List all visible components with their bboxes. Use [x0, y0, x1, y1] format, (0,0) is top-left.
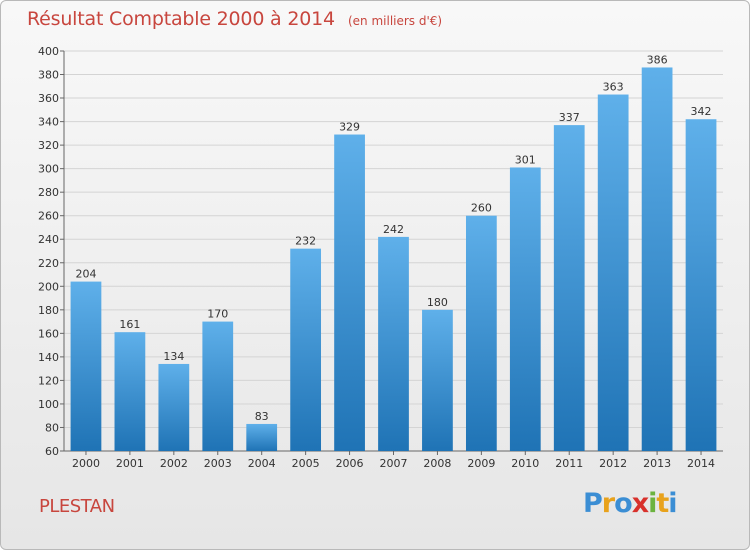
chart-title-block: Résultat Comptable 2000 à 2014 (en milli… — [27, 8, 442, 30]
bar-value-label: 337 — [559, 111, 580, 124]
bar-value-label: 329 — [339, 121, 360, 134]
y-tick-label: 240 — [38, 233, 59, 246]
bar-value-label: 342 — [691, 105, 712, 118]
bar-value-label: 232 — [295, 235, 316, 248]
bar-value-label: 161 — [119, 318, 140, 331]
bar — [158, 363, 190, 451]
bar-value-label: 242 — [383, 223, 404, 236]
logo-letter: P — [583, 488, 603, 519]
y-tick-label: 60 — [45, 445, 59, 458]
bar — [509, 167, 541, 451]
bar — [290, 248, 322, 451]
x-tick-label: 2012 — [599, 457, 627, 470]
y-tick-label: 280 — [38, 186, 59, 199]
bar — [553, 125, 585, 451]
chart-title: Résultat Comptable 2000 à 2014 — [27, 8, 335, 30]
bar — [114, 332, 146, 451]
bar-value-label: 170 — [207, 308, 228, 321]
y-tick-label: 140 — [38, 351, 59, 364]
bar — [246, 423, 278, 451]
y-tick-label: 120 — [38, 374, 59, 387]
x-tick-label: 2009 — [467, 457, 495, 470]
bar-value-label: 386 — [647, 53, 668, 66]
x-tick-label: 2005 — [292, 457, 320, 470]
y-tick-label: 360 — [38, 92, 59, 105]
x-tick-label: 2008 — [423, 457, 451, 470]
y-tick-label: 80 — [45, 421, 59, 434]
logo-letter: o — [614, 488, 633, 519]
y-tick-label: 400 — [38, 45, 59, 58]
y-tick-label: 260 — [38, 210, 59, 223]
x-tick-label: 2002 — [160, 457, 188, 470]
bar-value-label: 260 — [471, 202, 492, 215]
y-tick-label: 220 — [38, 257, 59, 270]
bar — [202, 321, 234, 451]
bar-value-label: 180 — [427, 296, 448, 309]
x-tick-label: 2007 — [380, 457, 408, 470]
y-tick-label: 320 — [38, 139, 59, 152]
y-tick-label: 340 — [38, 116, 59, 129]
labels: 204 161 134 170 83 232 329 242 180 260 301 337 363 38… — [75, 53, 711, 422]
y-tick-label: 160 — [38, 327, 59, 340]
x-tick-label: 2001 — [116, 457, 144, 470]
bar — [685, 119, 717, 451]
x-tick-label: 2010 — [511, 457, 539, 470]
bar — [641, 67, 673, 452]
bar — [378, 236, 409, 451]
bar-value-label: 301 — [515, 153, 536, 166]
commune-name: PLESTAN — [39, 496, 115, 517]
logo-letter: t — [656, 488, 669, 519]
y-tick-label: 200 — [38, 280, 59, 293]
bar-value-label: 363 — [603, 81, 624, 94]
logo-letter: i — [648, 488, 657, 519]
y-tick-label: 300 — [38, 163, 59, 176]
logo-letter: r — [601, 488, 615, 519]
bar — [422, 309, 453, 451]
logo-letter: i — [668, 488, 677, 519]
x-tick-label: 2011 — [555, 457, 583, 470]
axes: 60 80 100 120 140 160 180 200 220 240 260 280 300 320… — [38, 45, 723, 470]
bar — [334, 134, 365, 451]
bar — [597, 94, 629, 451]
x-tick-label: 2000 — [72, 457, 100, 470]
bar — [465, 215, 497, 451]
proxiti-logo[interactable]: Proxiti — [583, 488, 678, 519]
x-tick-label: 2006 — [336, 457, 364, 470]
logo-letter: x — [631, 488, 649, 519]
x-tick-label: 2014 — [687, 457, 715, 470]
bar-value-label: 134 — [163, 350, 184, 363]
x-tick-label: 2013 — [643, 457, 671, 470]
y-tick-label: 380 — [38, 69, 59, 82]
bar-value-label: 204 — [75, 268, 96, 281]
chart-subtitle: (en milliers d'€) — [347, 14, 443, 28]
bar-value-label: 83 — [255, 410, 269, 423]
bars — [70, 67, 717, 452]
y-tick-label: 100 — [38, 398, 59, 411]
x-tick-label: 2003 — [204, 457, 232, 470]
y-tick-label: 180 — [38, 304, 59, 317]
bar — [70, 281, 102, 451]
x-tick-label: 2004 — [248, 457, 276, 470]
